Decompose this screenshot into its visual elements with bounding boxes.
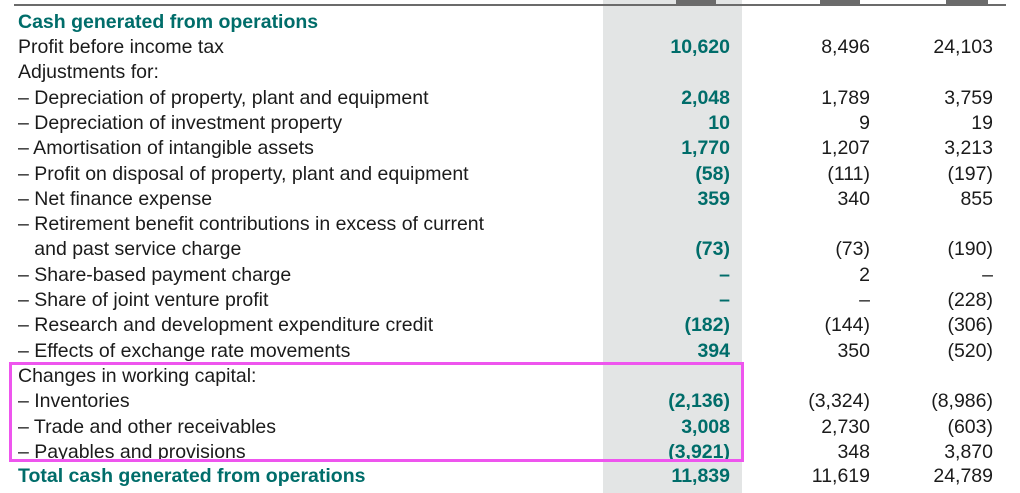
value-prior: 8,496 [821, 36, 870, 58]
header-rule [14, 4, 1006, 6]
value-full-year: 855 [960, 187, 993, 210]
value-current: – [719, 289, 730, 311]
value-current: (73) [695, 238, 730, 261]
value-prior: 2,730 [821, 415, 870, 438]
value-current: 10,620 [670, 36, 730, 58]
header-rule-tick [676, 0, 716, 4]
value-full-year: 3,759 [944, 86, 993, 109]
value-current: (182) [684, 314, 730, 337]
total-label: Total cash generated from operations [18, 465, 366, 487]
row-label: Adjustments for: [18, 61, 159, 84]
value-prior: (3,324) [808, 390, 870, 413]
row-label: – Share-based payment charge [18, 263, 292, 286]
value-full-year: 19 [971, 111, 993, 134]
current-year-column-shading [603, 0, 742, 493]
header-rule-tick [820, 0, 860, 4]
value-prior: (111) [827, 162, 870, 185]
working-capital-highlight [9, 362, 744, 462]
value-current: (2,136) [668, 390, 730, 413]
row-label: – Inventories [18, 390, 130, 413]
value-prior: 1,207 [821, 137, 870, 160]
header-rule-tick [946, 0, 988, 4]
value-current: (3,921) [668, 440, 730, 463]
value-prior: 9 [859, 111, 870, 134]
value-prior: 1,789 [821, 86, 870, 109]
value-full-year: (520) [947, 339, 993, 362]
value-prior: (73) [835, 238, 870, 261]
row-label: Changes in working capital: [18, 364, 257, 387]
value-full-year: (603) [947, 415, 993, 438]
value-prior: 2 [859, 263, 870, 286]
row-label: – Trade and other receivables [18, 415, 276, 438]
row-label: – Profit on disposal of property, plant … [18, 162, 469, 185]
row-label: – Amortisation of intangible assets [18, 137, 314, 160]
value-full-year: (228) [947, 289, 993, 311]
value-full-year: (8,986) [931, 390, 993, 413]
row-label: – Payables and provisions [18, 440, 246, 463]
value-current: 359 [697, 187, 730, 210]
row-label: – Retirement benefit contributions in ex… [18, 213, 485, 236]
value-current: – [719, 263, 730, 286]
row-label: and past service charge [18, 238, 242, 261]
value-prior: 348 [837, 440, 870, 463]
row-label: – Depreciation of investment property [18, 111, 343, 134]
section-title: Cash generated from operations [18, 11, 319, 33]
total-value-full-year: 24,789 [933, 465, 993, 487]
value-prior: (144) [824, 314, 870, 337]
row-label: – Depreciation of property, plant and eq… [18, 86, 429, 109]
row-label: – Share of joint venture profit [18, 289, 269, 311]
value-current: 10 [708, 111, 730, 134]
value-current: (58) [695, 162, 730, 185]
value-prior: 350 [837, 339, 870, 362]
value-prior: 340 [837, 187, 870, 210]
value-full-year: (190) [947, 238, 993, 261]
row-label: – Research and development expenditure c… [18, 314, 434, 337]
value-full-year: 24,103 [933, 36, 993, 58]
row-label: – Effects of exchange rate movements [18, 339, 351, 362]
total-value-current: 11,839 [671, 465, 730, 487]
value-full-year: – [982, 263, 993, 286]
row-label: – Net finance expense [18, 187, 213, 210]
value-current: 2,048 [681, 86, 730, 109]
value-full-year: (197) [947, 162, 993, 185]
total-value-prior: 11,619 [811, 465, 870, 487]
value-full-year: 3,213 [944, 137, 993, 160]
value-current: 1,770 [681, 137, 730, 160]
value-current: 3,008 [681, 415, 730, 438]
row-label: Profit before income tax [18, 36, 224, 58]
value-prior: – [859, 289, 870, 311]
value-current: 394 [697, 339, 730, 362]
value-full-year: (306) [947, 314, 993, 337]
value-full-year: 3,870 [944, 440, 993, 463]
